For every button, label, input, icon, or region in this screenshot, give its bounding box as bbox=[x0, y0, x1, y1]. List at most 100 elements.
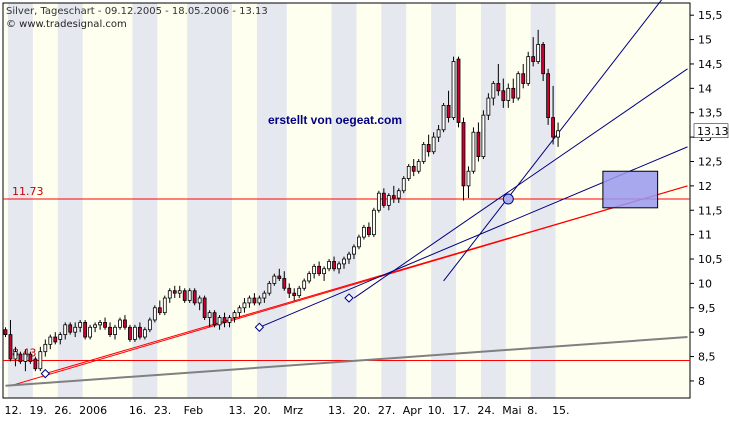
candle-body bbox=[267, 283, 272, 294]
candle-body bbox=[13, 351, 18, 360]
x-axis: 12. 19. 26. 2006 16. 23. Feb 13. 20. Mrz 13. 20. 27.… bbox=[4, 404, 569, 417]
x-tick-label: 17. bbox=[453, 404, 471, 417]
x-tick-label: Mai bbox=[502, 404, 521, 417]
candle bbox=[292, 288, 297, 301]
candle bbox=[327, 259, 331, 272]
candle bbox=[342, 256, 346, 269]
candle-body bbox=[431, 136, 436, 153]
y-tick-label: 8,5 bbox=[698, 351, 716, 364]
candle-body bbox=[362, 226, 366, 238]
candle bbox=[332, 256, 336, 272]
candle bbox=[128, 324, 132, 342]
candle-body bbox=[58, 334, 63, 340]
candle-body bbox=[113, 326, 117, 336]
candle bbox=[516, 71, 521, 101]
candle-body bbox=[78, 322, 83, 328]
candle bbox=[446, 90, 451, 123]
candle-body bbox=[73, 326, 78, 333]
candle bbox=[152, 305, 157, 323]
y-tick-label: 11,5 bbox=[698, 204, 723, 217]
candle-body bbox=[133, 326, 137, 340]
candle bbox=[451, 56, 456, 121]
candle bbox=[252, 293, 257, 306]
candle bbox=[78, 319, 83, 333]
candle-body bbox=[277, 275, 282, 279]
candle-body bbox=[357, 236, 361, 248]
candle-body bbox=[33, 358, 38, 370]
y-tick-label: 9 bbox=[698, 326, 705, 339]
candle-body bbox=[88, 326, 93, 338]
candle-body bbox=[446, 105, 451, 118]
candle-body bbox=[23, 353, 28, 362]
x-tick-label: 15. bbox=[552, 404, 570, 417]
candle bbox=[172, 285, 177, 299]
candle-body bbox=[98, 322, 102, 326]
candle bbox=[182, 288, 187, 303]
x-tick-label: 23. bbox=[154, 404, 172, 417]
candle-body bbox=[207, 312, 212, 318]
candle bbox=[113, 324, 117, 340]
week-stripe bbox=[187, 3, 232, 398]
candle-body bbox=[157, 307, 162, 314]
candle-body bbox=[93, 324, 97, 328]
candle-body bbox=[486, 97, 491, 116]
candle-body bbox=[262, 292, 267, 299]
candle-body bbox=[272, 275, 277, 284]
candle bbox=[38, 346, 43, 372]
candle bbox=[23, 349, 28, 372]
candle-body bbox=[8, 334, 13, 360]
pivot-diamond-marker bbox=[40, 368, 51, 379]
candle bbox=[401, 176, 406, 194]
candle-body bbox=[38, 351, 43, 370]
candle bbox=[53, 332, 58, 345]
candle-body bbox=[481, 114, 486, 158]
candle bbox=[177, 285, 182, 299]
y-tick-label: 15 bbox=[698, 34, 712, 47]
candle-body bbox=[123, 319, 127, 328]
candle bbox=[48, 334, 53, 350]
candle-body bbox=[297, 287, 302, 296]
pivot-circle-marker bbox=[502, 193, 514, 205]
candle bbox=[202, 295, 207, 320]
candle bbox=[147, 317, 152, 333]
annotation-text: erstellt von oegeat.com bbox=[268, 113, 402, 127]
candle-body bbox=[342, 258, 346, 265]
candle bbox=[8, 319, 13, 362]
candle-body bbox=[172, 290, 177, 294]
candle bbox=[386, 193, 391, 211]
candle bbox=[28, 351, 33, 364]
candle-body bbox=[391, 195, 396, 199]
candle-body bbox=[536, 44, 541, 62]
y-tick-label: 13,5 bbox=[698, 107, 723, 120]
candle-body bbox=[307, 273, 312, 282]
candle-body bbox=[162, 297, 167, 314]
candle-body bbox=[242, 302, 247, 309]
candle bbox=[297, 285, 302, 299]
last-value-label: 13.13 bbox=[697, 125, 729, 138]
y-axis: 88,599,51010,51111,51212,51313,51414,515… bbox=[690, 9, 729, 388]
candle-body bbox=[302, 280, 307, 289]
candle bbox=[526, 51, 531, 86]
candle-body bbox=[217, 317, 222, 326]
candle bbox=[466, 166, 471, 199]
candle bbox=[541, 42, 546, 82]
candle-body bbox=[426, 144, 431, 153]
candle bbox=[396, 188, 401, 203]
week-stripe bbox=[331, 3, 357, 398]
x-tick-label: Feb bbox=[184, 404, 203, 417]
candle bbox=[501, 78, 506, 108]
candle-body bbox=[118, 319, 122, 328]
candle-body bbox=[152, 307, 157, 321]
candle bbox=[317, 261, 322, 277]
candle bbox=[142, 327, 147, 340]
x-tick-label: 12. bbox=[4, 404, 22, 417]
candle bbox=[247, 295, 252, 308]
candle bbox=[362, 224, 366, 240]
candle bbox=[33, 356, 38, 372]
candle bbox=[441, 102, 446, 133]
y-tick-label: 10 bbox=[698, 277, 712, 290]
candle-body bbox=[451, 61, 456, 118]
candle-body bbox=[287, 287, 292, 294]
candle-body bbox=[496, 83, 501, 92]
plot-border bbox=[2, 2, 691, 399]
